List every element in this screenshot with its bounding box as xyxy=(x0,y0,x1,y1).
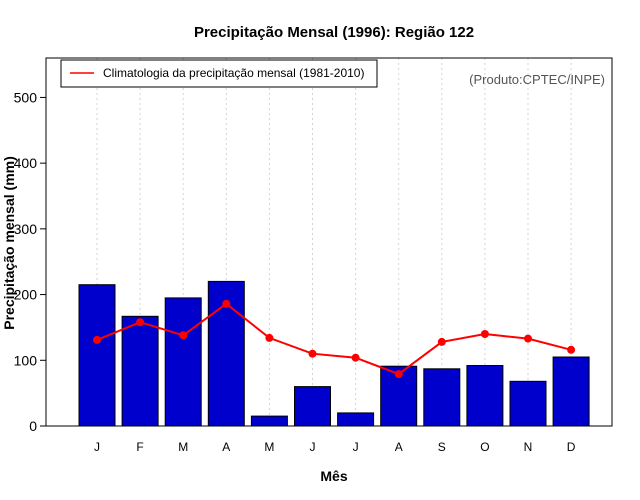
bar-month-2 xyxy=(121,315,159,427)
x-tick-label-7: J xyxy=(353,440,359,454)
x-tick-label-8: A xyxy=(395,440,403,454)
bar-month-5 xyxy=(250,415,288,427)
bar-month-6 xyxy=(294,386,331,427)
product-credit-annotation: (Produto:CPTEC/INPE) xyxy=(469,72,605,87)
climatology-point-12 xyxy=(567,345,576,354)
x-tick-label-6: J xyxy=(310,440,316,454)
y-tick-label-0: 0 xyxy=(29,418,37,434)
bar-month-3 xyxy=(164,297,202,427)
axes: 0 100 200 300 400 500 J F M A M J J A S O N D xyxy=(14,57,613,454)
y-tick-label-300: 300 xyxy=(14,221,38,237)
climatology-point-7 xyxy=(351,353,360,362)
bar-month-10 xyxy=(466,365,504,427)
y-axis-label: Precipitação mensal (mm) xyxy=(1,156,17,330)
bar-month-1 xyxy=(78,284,116,427)
x-tick-label-9: S xyxy=(438,440,446,454)
x-tick-label-10: O xyxy=(480,440,489,454)
y-tick-label-400: 400 xyxy=(14,155,38,171)
bar-month-9 xyxy=(423,368,461,427)
climatology-point-5 xyxy=(265,333,274,342)
x-tick-label-3: M xyxy=(178,440,188,454)
climatology-point-9 xyxy=(437,337,446,346)
plot-frame xyxy=(45,57,613,427)
bar-month-7 xyxy=(337,412,375,427)
x-tick-label-12: D xyxy=(567,440,576,454)
chart-legend: Climatologia da precipitação mensal (198… xyxy=(60,59,378,88)
climatology-point-2 xyxy=(136,318,145,327)
bar-month-11 xyxy=(509,380,547,427)
climatology-line xyxy=(93,299,576,379)
monthly-precipitation-bars xyxy=(78,280,590,427)
climatology-point-3 xyxy=(179,331,188,340)
climatology-point-6 xyxy=(308,349,317,358)
x-tick-label-4: A xyxy=(222,440,230,454)
chart-title: Precipitação Mensal (1996): Região 122 xyxy=(194,24,474,41)
legend-entry-climatology: Climatologia da precipitação mensal (198… xyxy=(103,66,364,80)
climatology-point-4 xyxy=(222,299,231,308)
climatology-point-10 xyxy=(480,330,489,338)
bar-month-12 xyxy=(552,356,590,427)
x-tick-label-2: F xyxy=(136,440,143,454)
legend-box xyxy=(60,59,378,88)
climatology-point-8 xyxy=(394,370,403,379)
y-tick-label-200: 200 xyxy=(14,287,38,303)
climatology-point-11 xyxy=(524,334,532,343)
x-tick-label-5: M xyxy=(264,440,274,454)
y-tick-label-500: 500 xyxy=(14,89,38,105)
x-tick-label-11: N xyxy=(524,440,533,454)
x-tick-label-1: J xyxy=(94,440,100,454)
y-tick-label-100: 100 xyxy=(14,352,38,368)
climatology-point-1 xyxy=(93,335,101,344)
climatology-line-path xyxy=(96,302,572,376)
x-axis-label: Mês xyxy=(320,468,347,484)
